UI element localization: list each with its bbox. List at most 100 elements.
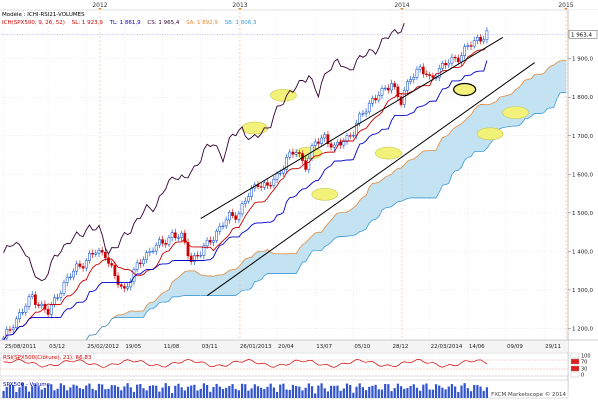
x-tick-label: 26/01/2013 [240, 344, 272, 350]
volume-bar [75, 385, 78, 398]
x-tick-label: 25/02/2012 [87, 344, 119, 350]
volume-bar [291, 384, 295, 398]
legend-sl: SL: 1 923,9 [71, 20, 103, 26]
volume-bar [145, 390, 148, 398]
candle-body [278, 172, 282, 175]
x-tick-label: 29/11 [545, 344, 561, 350]
candle-body [18, 312, 21, 320]
candle-body [135, 262, 139, 270]
rsi-scale-label: 30 [581, 367, 587, 373]
candle-body [161, 239, 164, 244]
volume-bar [18, 387, 21, 398]
trend-line-upper [200, 37, 504, 220]
candle-body [466, 45, 470, 47]
candle-body [415, 68, 419, 78]
chart-legend: Modèle : ICHI-RSI21-VOLUMES ICH(SPX500, … [2, 11, 262, 27]
candle-body [441, 62, 444, 69]
legend-ich: ICH(SPX500, 9, 26, 52) [2, 20, 65, 26]
volume-bar [59, 383, 62, 398]
candle-body [78, 263, 82, 267]
volume-bar [428, 389, 431, 398]
volume-bar [463, 383, 466, 398]
x-tick-label: 19/05 [125, 344, 141, 350]
volume-bar [43, 387, 47, 398]
ichimoku-cloud [85, 60, 567, 341]
candle-body [460, 55, 463, 63]
candle-body [75, 263, 79, 272]
volume-bar [27, 391, 31, 398]
volume-bar [352, 392, 355, 398]
highlight-ellipse [270, 88, 297, 102]
candle-body [56, 297, 60, 299]
candle-body [231, 212, 234, 216]
candle-body [469, 45, 473, 47]
volume-bar [72, 384, 75, 398]
candle-body [202, 245, 206, 256]
volume-bar [202, 383, 206, 398]
y-tick-label: 1 400,0 [572, 249, 593, 255]
candle-body [317, 141, 320, 144]
candle-body [81, 266, 85, 269]
volume-bar [136, 384, 139, 398]
candle-body [167, 237, 171, 245]
candle-body [62, 282, 66, 294]
volume-bar [444, 389, 447, 398]
volume-bar [253, 384, 256, 398]
volume-bar [476, 385, 479, 398]
candle-body [418, 66, 422, 70]
chikou-span [3, 23, 405, 282]
volume-bar [212, 386, 215, 398]
candle-body [262, 182, 266, 188]
volume-bar [237, 390, 241, 398]
candle-body [406, 81, 409, 91]
candle-body [94, 252, 98, 255]
axes: 2012 2013 2014 2015 1 200,0 1 300,0 1 400,0 1 5… [0, 2, 598, 390]
candle-body [215, 230, 218, 241]
candle-body [425, 73, 428, 75]
candle-body [53, 297, 56, 305]
highlight-ellipse [476, 127, 504, 141]
volume-bar [425, 383, 428, 398]
candle-body [132, 269, 136, 282]
volume-bar [295, 386, 298, 398]
x-tick-label: 22/03/2014 [431, 344, 463, 350]
volume-bar [304, 387, 307, 398]
volume-bar [5, 386, 8, 398]
volume-bar [186, 386, 190, 398]
candle-body [72, 270, 75, 278]
volume-bar [479, 386, 482, 398]
candle-body [409, 79, 412, 82]
y-tick-label: 1 800,0 [572, 95, 593, 101]
candle-body [37, 304, 40, 306]
candle-body [138, 262, 142, 265]
volume-bar [371, 385, 374, 398]
volume-bar [46, 384, 50, 398]
candle-body [472, 40, 476, 47]
candle-body [345, 135, 349, 142]
volume-bar [326, 391, 330, 398]
candle-body [450, 56, 454, 64]
candle-body [180, 232, 184, 238]
volume-bar [377, 389, 380, 398]
candle-body [158, 239, 161, 246]
year-marker [564, 8, 568, 10]
volume-bar [450, 384, 454, 398]
volume-bar [91, 388, 94, 398]
candle-body [339, 142, 343, 146]
candle-body [49, 303, 53, 315]
volume-bar [94, 390, 97, 398]
candle-body [205, 239, 209, 247]
x-tick-label: 09/09 [507, 344, 523, 350]
volume-bar [155, 385, 158, 398]
y-tick-label: 1 500,0 [572, 211, 593, 217]
rsi-scale-box [570, 358, 580, 365]
candle-body [272, 178, 276, 186]
candle-body [24, 305, 28, 313]
candle-body [88, 252, 91, 261]
candle-body [352, 135, 355, 137]
year-label: 2015 [558, 2, 573, 9]
volume-bar [21, 383, 24, 398]
senkou-span-b [85, 92, 567, 341]
volume-bar [234, 388, 237, 398]
candle-body [193, 255, 196, 262]
